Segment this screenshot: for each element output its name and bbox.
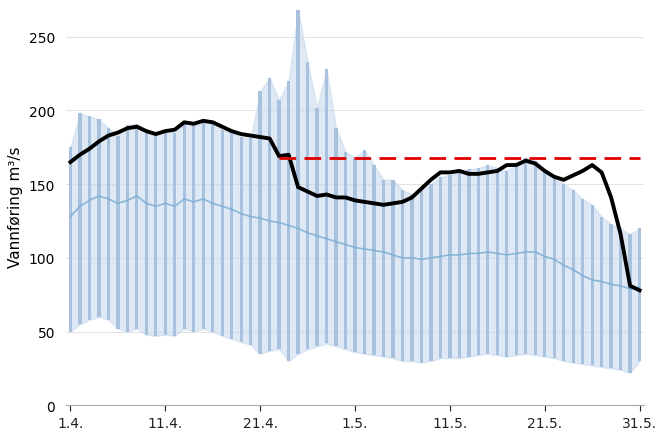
Bar bbox=[515, 166, 518, 355]
Bar bbox=[543, 170, 546, 357]
Bar bbox=[296, 11, 300, 354]
Bar bbox=[477, 169, 480, 355]
Bar bbox=[306, 63, 309, 350]
Bar bbox=[448, 176, 452, 358]
Bar bbox=[533, 161, 537, 355]
Bar bbox=[581, 199, 584, 364]
Bar bbox=[135, 124, 139, 329]
Bar bbox=[344, 152, 347, 350]
Bar bbox=[325, 70, 328, 343]
Bar bbox=[562, 185, 565, 361]
Y-axis label: Vannføring m³/s: Vannføring m³/s bbox=[9, 146, 23, 268]
Bar bbox=[638, 229, 641, 361]
Bar bbox=[202, 120, 205, 329]
Bar bbox=[316, 108, 319, 346]
Bar bbox=[571, 191, 575, 363]
Bar bbox=[458, 173, 461, 358]
Bar bbox=[173, 133, 176, 336]
Bar bbox=[429, 185, 432, 361]
Bar bbox=[78, 114, 81, 325]
Bar bbox=[591, 205, 594, 366]
Bar bbox=[334, 129, 338, 346]
Bar bbox=[287, 82, 290, 361]
Bar bbox=[249, 139, 252, 345]
Bar bbox=[467, 170, 470, 357]
Bar bbox=[97, 120, 101, 317]
Bar bbox=[609, 224, 613, 368]
Bar bbox=[69, 148, 72, 332]
Bar bbox=[420, 191, 423, 363]
Bar bbox=[278, 101, 281, 350]
Bar bbox=[410, 195, 414, 361]
Bar bbox=[486, 166, 490, 354]
Bar bbox=[211, 124, 214, 332]
Bar bbox=[629, 235, 632, 373]
Bar bbox=[392, 180, 395, 358]
Bar bbox=[496, 169, 499, 355]
Bar bbox=[116, 136, 119, 329]
Bar bbox=[220, 131, 224, 336]
Bar bbox=[88, 117, 91, 320]
Bar bbox=[553, 176, 556, 358]
Bar bbox=[354, 158, 357, 353]
Bar bbox=[363, 151, 366, 354]
Bar bbox=[439, 177, 442, 358]
Bar bbox=[382, 180, 385, 357]
Bar bbox=[600, 217, 603, 367]
Bar bbox=[240, 138, 243, 342]
Bar bbox=[372, 166, 376, 355]
Bar bbox=[505, 172, 508, 357]
Bar bbox=[268, 79, 271, 351]
Bar bbox=[619, 229, 622, 370]
Bar bbox=[258, 92, 262, 354]
Bar bbox=[145, 131, 148, 335]
Bar bbox=[524, 158, 527, 354]
Bar bbox=[192, 124, 195, 332]
Bar bbox=[230, 133, 233, 339]
Bar bbox=[126, 126, 129, 332]
Bar bbox=[182, 123, 186, 329]
Bar bbox=[107, 129, 110, 320]
Bar bbox=[401, 191, 404, 361]
Bar bbox=[154, 135, 157, 336]
Bar bbox=[164, 131, 167, 335]
